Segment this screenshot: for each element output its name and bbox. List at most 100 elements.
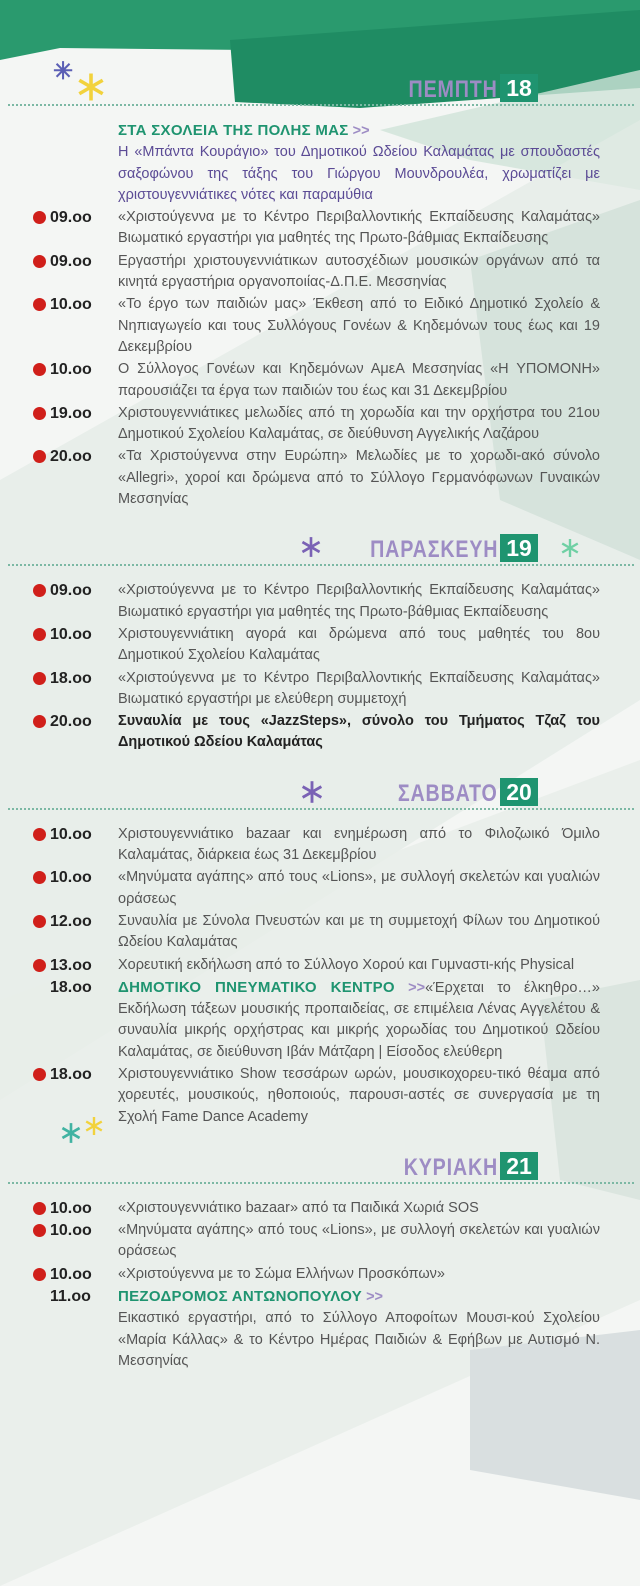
event-venue: ΔΗΜΟΤΙΚΟ ΠΝΕΥΜΑΤΙΚΟ ΚΕΝΤΡΟ [118,978,395,996]
event-time: 10.oo [50,1199,92,1217]
event-item: 18.oo «Χριστούγεννα με το Κέντρο Περιβαλλ… [0,668,600,711]
dotted-divider [8,104,634,106]
day-number-badge: 21 [500,1151,538,1180]
bullet-dot-icon [33,914,46,928]
bullet-dot-icon [33,584,46,598]
event-time: 20.oo [50,448,92,466]
bullet-dot-icon [33,211,46,225]
event-item: 10.oo «Μηνύματα αγάπης» από τους «Lions»,… [0,867,600,910]
event-time: 10.oo [50,296,92,314]
event-time: 10.oo [50,1222,92,1240]
event-description: Συναυλία με τους «JazzSteps», σύνολο του… [118,713,600,751]
event-description: Χριστουγεννιάτικο Show τεσσάρων ωρών, μο… [118,1065,600,1125]
bullet-dot-icon [33,671,46,685]
event-time: 09.oo [50,209,92,227]
snowflake-icon: ✳ [53,58,74,85]
event-list: 10.oo Χριστουγεννιάτικο bazaar και ενημέρ… [0,824,640,1128]
day-number-badge: 18 [500,74,538,102]
event-description: «Έρχεται το έλκηθρο…» Εκδήλωση τάξεων μο… [118,979,601,1060]
event-time: 20.oo [50,713,92,731]
venue-arrow-icon: >> [366,1289,384,1306]
event-time: 18.oo [50,669,92,687]
bullet-dot-icon [33,1201,46,1215]
day-saturday: ΣΑΒΒΑΤΟ 20 10.oo Χριστουγεννιάτικο bazaar κ… [0,777,640,1128]
event-description: «Μηνύματα αγάπης» από τους «Lions», με σ… [118,869,600,907]
bullet-dot-icon [33,1267,46,1281]
event-item: 10.oo Χριστουγεννιάτικο bazaar και ενημέρ… [0,824,600,867]
event-description: Εργαστήρι χριστουγεννιάτικων αυτοσχέδιων… [118,252,600,291]
venue-arrow-icon: >> [352,123,370,139]
event-item: 13.oo Χορευτική εκδήλωση από το Σύλλογο Χ… [0,955,600,976]
event-description: «Το έργο των παιδιών μας» Έκθεση από το … [118,296,600,355]
bullet-dot-icon [33,1224,46,1238]
event-item: 09.oo Εργαστήρι χριστουγεννιάτικων αυτοσχ… [0,251,600,294]
snowflake-icon [61,1122,81,1143]
event-time: 18.oo [50,978,92,996]
dotted-divider [8,807,634,810]
snowflake-icon [301,780,323,803]
event-venue: ΠΕΖΟΔΡΟΜΟΣ ΑΝΤΩΝΟΠΟΥΛΟΥ [118,1288,363,1306]
event-item: 09.oo «Χριστούγεννα με το Κέντρο Περιβαλλ… [0,580,600,623]
event-item: 10.oo «Μηνύματα αγάπης» από τους «Lions»,… [0,1220,600,1263]
event-item: ΣΤΑ ΣΧΟΛΕΙΑ ΤΗΣ ΠΟΛΗΣ ΜΑΣ >> Η «Μπάντα Κο… [0,120,600,206]
event-item: 09.oo «Χριστούγεννα με το Κέντρο Περιβαλλ… [0,207,600,250]
event-description: Εικαστικό εργαστήρι, από το Σύλλογο Αποφ… [118,1310,600,1369]
day-friday: ΠΑΡΑΣΚΕΥΗ 19 09.oo «Χριστούγεννα με το Κέντ… [0,534,640,753]
event-time: 10.oo [50,825,92,843]
dotted-divider [8,564,634,567]
event-time: 13.oo [50,956,92,974]
event-item: 20.oo Συναυλία με τους «JazzSteps», σύνολ… [0,711,600,754]
event-item: 10.oo «Χριστουγεννιάτικο bazaar» από τα Π… [0,1198,600,1219]
day-label: ΚΥΡΙΑΚΗ [403,1153,498,1181]
event-list: 09.oo «Χριστούγεννα με το Κέντρο Περιβαλλ… [0,580,640,753]
day-header: ΚΥΡΙΑΚΗ 21 [0,1116,640,1181]
event-item: 12.oo Συναυλία με Σύνολα Πνευστών και με … [0,911,600,954]
event-description: Χριστουγεννιάτικες μελωδίες από τη χορωδ… [118,404,600,443]
bullet-dot-icon [33,450,46,464]
day-sunday: ΚΥΡΙΑΚΗ 21 10.oo «Χριστουγεννιάτικο bazaar»… [0,1116,640,1372]
event-description: «Χριστούγεννα με το Κέντρο Περιβαλλοντικ… [118,669,600,707]
day-thursday: ΠΕΜΠΤΗ 18 ΣΤΑ ΣΧΟΛΕΙΑ ΤΗΣ ΠΟΛΗΣ ΜΑΣ >> Η «Μ… [0,73,640,510]
event-item: 18.oo ΔΗΜΟΤΙΚΟ ΠΝΕΥΜΑΤΙΚΟ ΚΕΝΤΡΟ >>«Έρχετ… [0,977,600,1063]
event-item: 19.oo Χριστουγεννιάτικες μελωδίες από τη … [0,403,600,446]
event-description: «Χριστούγεννα με το Κέντρο Περιβαλλοντικ… [118,209,600,247]
event-time: 10.oo [50,625,92,643]
event-description: «Τα Χριστούγεννα στην Ευρώπη» Μελωδίες μ… [118,448,600,508]
event-item: 10.oo «Το έργο των παιδιών μας» Έκθεση απ… [0,294,600,358]
event-item: 18.oo Χριστουγεννιάτικο Show τεσσάρων ωρώ… [0,1064,600,1128]
snowflake-icon [78,73,104,101]
event-time: 10.oo [50,1265,92,1283]
event-description: Η «Μπάντα Κουράγιο» του Δημοτικού Ωδείου… [118,144,600,203]
event-description: «Μηνύματα αγάπης» από τους «Lions», με σ… [118,1222,600,1260]
event-list: 10.oo «Χριστουγεννιάτικο bazaar» από τα Π… [0,1198,640,1372]
bullet-dot-icon [33,715,46,729]
event-item: 20.oo «Τα Χριστούγεννα στην Ευρώπη» Μελωδ… [0,446,600,510]
day-header: ΣΑΒΒΑΤΟ 20 [0,777,640,807]
program-content: ΠΕΜΠΤΗ 18 ΣΤΑ ΣΧΟΛΕΙΑ ΤΗΣ ΠΟΛΗΣ ΜΑΣ >> Η «Μ… [0,73,640,1372]
bullet-dot-icon [33,827,46,841]
event-time: 09.oo [50,252,92,270]
dotted-divider [8,1181,634,1184]
bullet-dot-icon [33,871,46,885]
event-time: 12.oo [50,912,92,930]
bullet-dot-icon [33,254,46,268]
bullet-dot-icon [33,406,46,420]
day-header: ΠΕΜΠΤΗ 18 [0,73,640,103]
event-venue: ΣΤΑ ΣΧΟΛΕΙΑ ΤΗΣ ΠΟΛΗΣ ΜΑΣ [118,122,349,139]
event-description: Χορευτική εκδήλωση από το Σύλλογο Χορού … [118,956,575,973]
event-time: 18.oo [50,1065,92,1083]
event-description: Συναυλία με Σύνολα Πνευστών και με τη συ… [118,912,600,951]
venue-arrow-icon: >> [408,979,426,996]
snowflake-icon [561,539,579,558]
day-number-badge: 20 [500,777,538,806]
event-time: 10.oo [50,361,92,379]
day-number-badge: 19 [500,534,538,563]
snowflake-icon [85,1116,103,1135]
event-time: 09.oo [50,582,92,600]
event-time: 19.oo [50,404,92,422]
event-description: Χριστουγεννιάτικο bazaar και ενημέρωση α… [118,825,600,864]
event-time: 10.oo [50,869,92,887]
event-item: 11.oo ΠΕΖΟΔΡΟΜΟΣ ΑΝΤΩΝΟΠΟΥΛΟΥ >> Εικαστικό… [0,1286,600,1372]
bullet-dot-icon [33,298,46,312]
bullet-dot-icon [33,627,46,641]
